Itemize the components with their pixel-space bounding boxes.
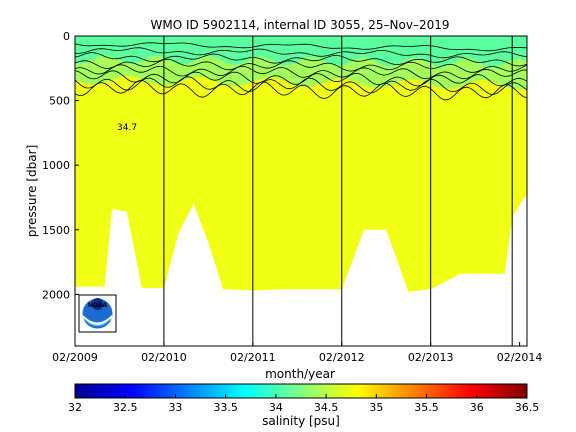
contour-label: 34.7 bbox=[117, 123, 137, 133]
x-axis: 02/2009 02/2010 02/2011 02/2012 02/2013 02/20… bbox=[52, 342, 542, 364]
salinity-contours bbox=[74, 42, 528, 101]
plot-frame bbox=[74, 35, 528, 347]
colorbar-tick-label: 35.5 bbox=[414, 401, 439, 414]
contour-line bbox=[74, 76, 528, 96]
colorbar-label: salinity [psu] bbox=[262, 414, 340, 428]
contour-line bbox=[74, 64, 528, 80]
x-tick-label: 02/2010 bbox=[141, 351, 187, 364]
colorbar-tick-label: 34 bbox=[269, 401, 283, 414]
contour-line bbox=[74, 58, 528, 73]
y-tick-label: 0 bbox=[63, 30, 70, 43]
y-tick-label: 1500 bbox=[42, 224, 70, 237]
y-axis-label: pressure [dbar] bbox=[25, 145, 39, 238]
noaa-logo-text: NOAA bbox=[88, 302, 108, 309]
salinity-surface-band bbox=[75, 36, 527, 67]
x-tick-label: 02/2014 bbox=[497, 351, 543, 364]
y-axis: 0 500 1000 1500 2000 bbox=[42, 30, 79, 301]
x-tick-label: 02/2013 bbox=[408, 351, 454, 364]
noaa-logo: NOAA bbox=[78, 294, 117, 333]
salinity-main-area bbox=[75, 36, 527, 292]
x-tick-label: 02/2009 bbox=[52, 351, 98, 364]
salinity-fill bbox=[75, 36, 527, 292]
x-tick-label: 02/2012 bbox=[319, 351, 365, 364]
colorbar-tick-label: 33.5 bbox=[213, 401, 238, 414]
contour-line bbox=[74, 52, 528, 67]
colorbar-tick-label: 36.5 bbox=[515, 401, 540, 414]
contour-line bbox=[74, 42, 528, 52]
colorbar-tick-label: 36 bbox=[470, 401, 484, 414]
x-tick-label: 02/2011 bbox=[230, 351, 276, 364]
y-tick-label: 2000 bbox=[42, 288, 70, 301]
colorbar bbox=[74, 383, 528, 399]
x-axis-label: month/year bbox=[265, 367, 335, 381]
colorbar-tick-label: 32 bbox=[68, 401, 82, 414]
profile-markers bbox=[163, 36, 513, 346]
y-tick-label: 500 bbox=[49, 95, 70, 108]
contour-line bbox=[74, 47, 528, 59]
contour-line bbox=[74, 80, 528, 101]
colorbar-ticks: 32 32.5 33 33.5 34 34.5 35 35.5 36 36.5 bbox=[68, 394, 539, 414]
contour-line bbox=[74, 70, 528, 87]
colorbar-tick-label: 32.5 bbox=[113, 401, 138, 414]
colorbar-tick-label: 33 bbox=[168, 401, 182, 414]
colorbar-tick-label: 35 bbox=[369, 401, 383, 414]
chart-title: WMO ID 5902114, internal ID 3055, 25–Nov… bbox=[151, 18, 450, 32]
y-tick-label: 1000 bbox=[42, 159, 70, 172]
colorbar-tick-label: 34.5 bbox=[314, 401, 339, 414]
